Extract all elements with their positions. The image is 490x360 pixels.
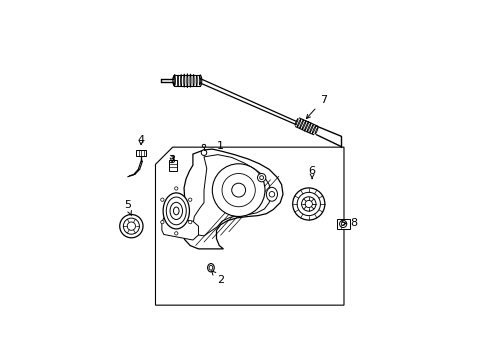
Circle shape <box>212 164 265 216</box>
Text: 7: 7 <box>306 95 327 118</box>
Ellipse shape <box>208 264 214 272</box>
Circle shape <box>260 176 264 180</box>
Ellipse shape <box>172 156 174 157</box>
Circle shape <box>258 174 266 182</box>
Text: 3: 3 <box>169 155 175 165</box>
Circle shape <box>201 150 207 156</box>
Text: 6: 6 <box>309 166 316 179</box>
Text: 5: 5 <box>123 201 131 216</box>
Ellipse shape <box>202 144 206 147</box>
Text: 2: 2 <box>212 271 224 285</box>
Text: 1: 1 <box>217 141 224 151</box>
Circle shape <box>342 222 345 226</box>
Text: 8: 8 <box>343 219 357 228</box>
Polygon shape <box>181 149 283 249</box>
Ellipse shape <box>166 197 186 225</box>
Ellipse shape <box>163 193 190 229</box>
Circle shape <box>161 198 164 201</box>
Circle shape <box>120 215 143 238</box>
Bar <box>136 150 146 156</box>
Circle shape <box>340 220 347 228</box>
Ellipse shape <box>267 187 277 201</box>
Circle shape <box>232 183 245 197</box>
Circle shape <box>189 198 192 201</box>
Polygon shape <box>193 155 271 236</box>
Bar <box>169 160 177 171</box>
Circle shape <box>269 192 275 197</box>
Circle shape <box>189 220 192 224</box>
Ellipse shape <box>173 207 179 215</box>
Polygon shape <box>162 218 198 240</box>
Circle shape <box>293 188 325 220</box>
Ellipse shape <box>170 202 182 220</box>
Circle shape <box>174 187 178 190</box>
Circle shape <box>161 220 164 224</box>
Bar <box>337 219 350 229</box>
Circle shape <box>174 232 178 235</box>
Text: 4: 4 <box>138 135 145 145</box>
